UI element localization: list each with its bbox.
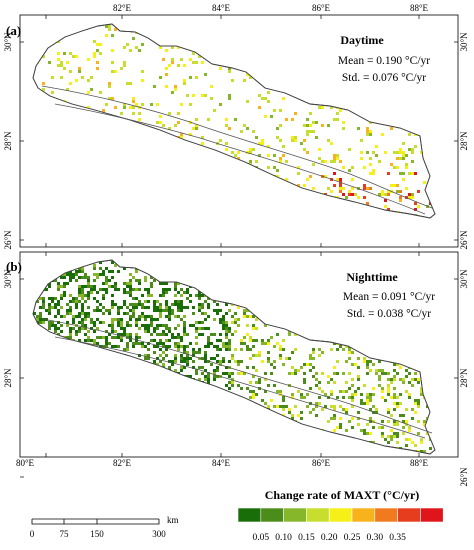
lon-tick-label: 80°E: [16, 458, 35, 468]
std-value: Std. = 0.076 °C/yr: [342, 72, 426, 84]
physiographic-boundary: [41, 318, 433, 434]
lat-tick-label: 28°N: [3, 368, 13, 388]
color-legend: Change rate of MAXT (°C/yr) 0.05 0.10 0.15…: [237, 488, 444, 543]
scale-label: 75: [60, 529, 70, 539]
legend-tick-label: 0.05: [252, 533, 269, 543]
lon-tick-label: 86°E: [312, 3, 331, 13]
lat-tick-label: 26°N: [459, 467, 469, 487]
lon-tick-label: 82°E: [113, 458, 132, 468]
lat-tick-label: 28°N: [459, 131, 469, 151]
scale-unit: km: [167, 515, 179, 525]
legend-tick-label: 0.35: [389, 533, 406, 543]
nepal-border: [32, 23, 436, 219]
legend-swatch: [237, 507, 262, 523]
legend-swatch: [306, 507, 330, 523]
lat-tick-label: 26°N: [3, 230, 13, 250]
panel-label: (a): [6, 23, 21, 38]
legend-swatches: [237, 507, 444, 523]
panel-label: (b): [6, 259, 22, 274]
legend-tick-label: 0.20: [321, 533, 338, 543]
lon-tick-marks-top: [45, 252, 420, 256]
lon-labels-top: 82°E 84°E 86°E 88°E: [113, 3, 429, 13]
legend-swatch: [420, 507, 444, 523]
legend-swatch: [351, 507, 376, 523]
lon-tick-label: 82°E: [113, 3, 132, 13]
lat-tick-label: 30°N: [459, 32, 469, 52]
scale-label: 0: [30, 529, 35, 539]
panel-daytime: 82°E 84°E 86°E 88°E 30°N 28°N 26°N 30°N …: [3, 3, 469, 250]
scale-bar: 0 75 150 300 km: [30, 515, 179, 539]
lon-tick-label: 88°E: [410, 458, 429, 468]
lat-tick-label: 30°N: [3, 269, 13, 289]
lon-tick-marks-bottom: [45, 243, 420, 247]
lat-tick-label: 26°N: [459, 230, 469, 250]
lon-tick-label: 84°E: [212, 458, 231, 468]
legend-swatch: [283, 507, 307, 523]
legend-tick-label: 0.15: [298, 533, 315, 543]
legend-swatch: [260, 507, 284, 523]
lon-labels-bottom: 80°E 82°E 84°E 86°E 88°E: [16, 458, 429, 468]
lon-tick-label: 88°E: [410, 3, 429, 13]
std-value: Std. = 0.038 °C/yr: [347, 308, 431, 320]
physiographic-boundary: [41, 85, 433, 209]
legend-swatch: [328, 507, 353, 523]
nepal-border: [32, 259, 436, 455]
lon-tick-label: 84°E: [212, 3, 231, 13]
lat-tick-label: 28°N: [3, 131, 13, 151]
physiographic-boundary: [54, 103, 426, 215]
panel-nighttime: 80°E 82°E 84°E 86°E 88°E 30°N 28°N 30°N …: [3, 251, 469, 487]
lon-tick-label: 86°E: [312, 458, 331, 468]
legend-tick-label: 0.10: [275, 533, 292, 543]
mean-value: Mean = 0.091 °C/yr: [343, 291, 435, 303]
panel-title: Nighttime: [346, 270, 398, 284]
mean-value: Mean = 0.190 °C/yr: [338, 55, 430, 67]
lat-tick-label: 28°N: [459, 368, 469, 388]
lat-tick-label: 30°N: [3, 32, 13, 52]
lat-tick-label: 30°N: [459, 269, 469, 289]
legend-ticks: 0.05 0.10 0.15 0.20 0.25 0.30 0.35: [252, 533, 406, 543]
legend-swatch: [374, 507, 398, 523]
physiographic-boundary: [54, 336, 426, 439]
legend-tick-label: 0.25: [344, 533, 361, 543]
legend-title: Change rate of MAXT (°C/yr): [265, 488, 420, 502]
lon-tick-marks-top: [45, 15, 420, 19]
legend-swatch: [397, 507, 421, 523]
lon-tick-marks-bottom: [45, 453, 420, 457]
scale-label: 150: [90, 529, 104, 539]
legend-tick-label: 0.30: [366, 533, 383, 543]
lat-tick-marks: [20, 41, 458, 241]
panel-title: Daytime: [340, 33, 384, 47]
scale-label: 300: [152, 529, 166, 539]
lat-tick-marks: [20, 278, 458, 478]
